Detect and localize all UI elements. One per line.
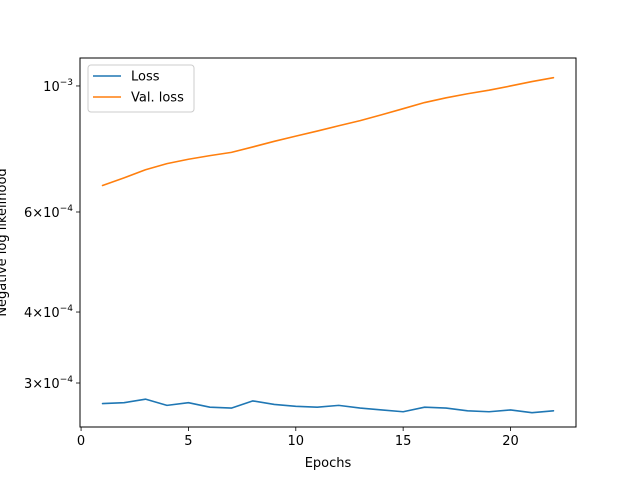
plot-frame	[79, 57, 577, 428]
y-axis-label: Negative log likelihood	[0, 168, 10, 316]
x-axis-label: Epochs	[305, 456, 352, 471]
y-tick-label: 10−3	[43, 78, 73, 95]
series-layer	[101, 76, 555, 414]
y-axis: 3×10−4 4×10−4 6×10−4 10−3	[24, 78, 80, 392]
y-tick-label: 4×10−4	[24, 304, 73, 321]
y-tick-label: 6×10−4	[24, 204, 73, 221]
x-tick-label: 0	[77, 434, 85, 449]
x-tick-label: 20	[502, 434, 519, 449]
y-tick-exponent: −4	[60, 375, 74, 385]
x-axis: 0 5 10 15 20	[77, 427, 519, 449]
x-tick-label: 10	[288, 434, 305, 449]
y-tick-exponent: −4	[60, 204, 74, 214]
legend-label-loss: Loss	[131, 70, 160, 85]
y-tick-exponent: −3	[60, 78, 73, 88]
series-line-val-loss	[101, 76, 555, 187]
x-tick-label: 5	[184, 434, 192, 449]
x-tick-label: 15	[395, 434, 412, 449]
y-tick-label: 3×10−4	[24, 375, 73, 392]
legend: Loss Val. loss	[87, 64, 195, 113]
y-tick-exponent: −4	[60, 304, 74, 314]
series-line-loss	[101, 398, 555, 414]
legend-label-val-loss: Val. loss	[131, 91, 184, 106]
